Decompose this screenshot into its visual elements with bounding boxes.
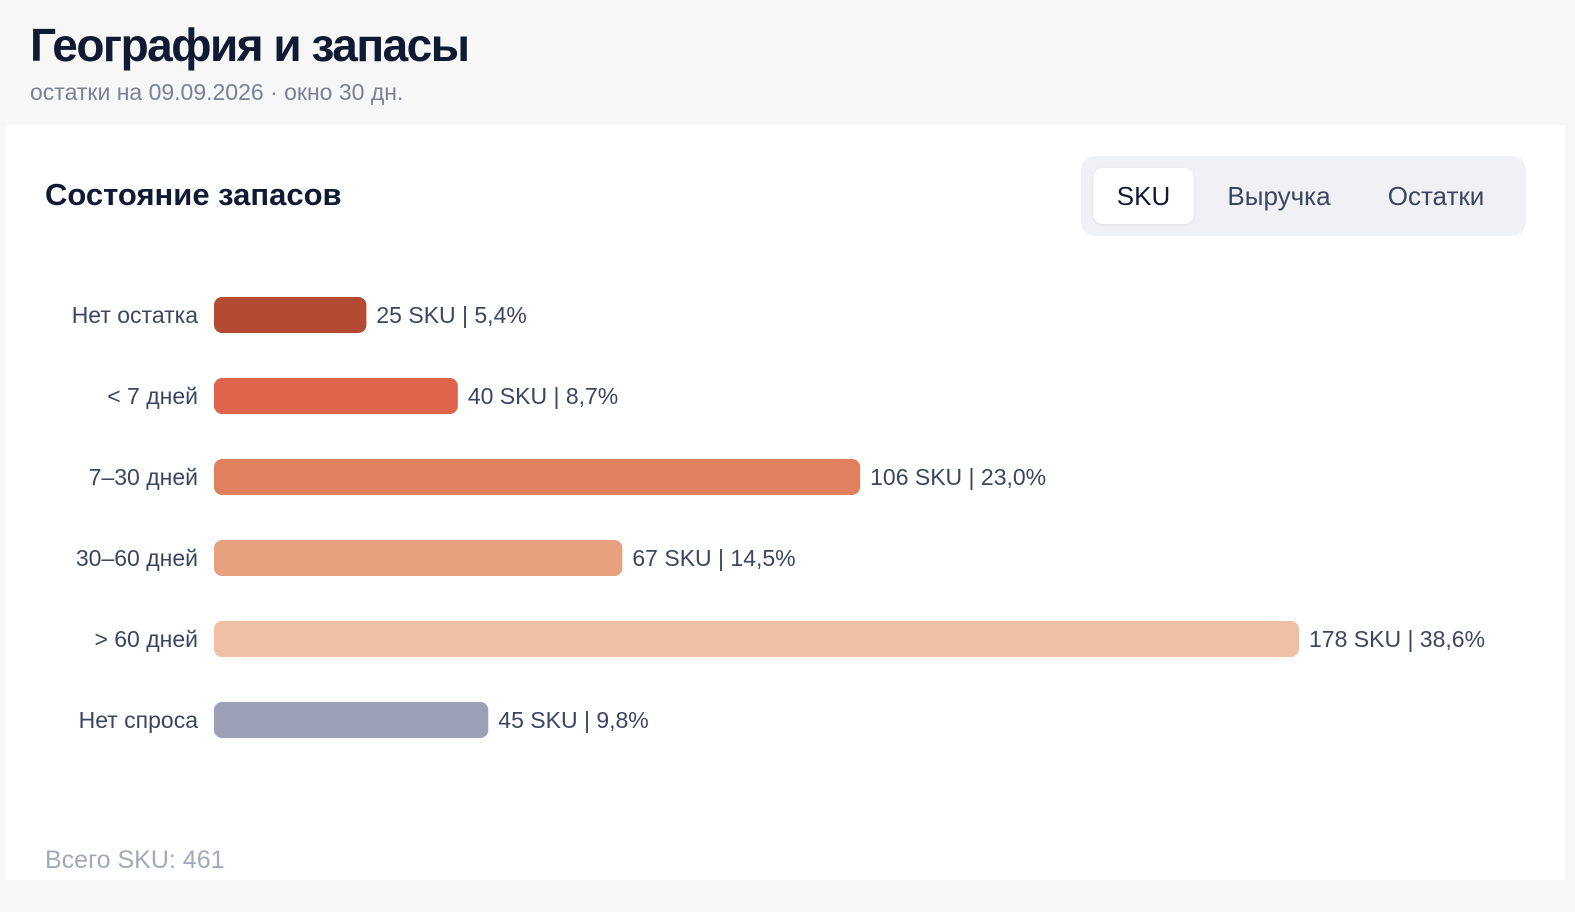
stock-status-chart: Нет остатка 25 SKU | 5,4% < 7 дней 40 SKU |… [72,297,1485,738]
page-header: География и запасы остатки на 09.09.2026… [30,14,470,107]
category-label: Нет спроса [79,707,199,733]
bar[interactable] [214,540,623,576]
bar-value-label: 45 SKU | 9,8% [498,707,648,733]
stock-status-card: Состояние запасов SKU Выручка Остатки Не… [5,125,1565,880]
category-label: > 60 дней [94,626,198,652]
bar-value-label: 40 SKU | 8,7% [468,383,618,409]
total-sku-footer: Всего SKU: 461 [45,846,225,874]
page-subtitle: остатки на 09.09.2026 · окно 30 дн. [30,79,404,105]
category-label: 7–30 дней [89,464,198,490]
bar[interactable] [214,459,861,495]
category-label: < 7 дней [107,383,198,409]
bar-value-label: 25 SKU | 5,4% [376,302,526,328]
category-label: Нет остатка [72,302,199,328]
segment-sku[interactable]: SKU [1093,168,1194,224]
bar-value-label: 106 SKU | 23,0% [870,464,1046,490]
segment-stock[interactable]: Остатки [1387,181,1485,211]
category-label: 30–60 дней [76,545,198,571]
bar-value-label: 67 SKU | 14,5% [632,545,795,571]
bar-value-label: 178 SKU | 38,6% [1309,626,1485,652]
bar[interactable] [214,702,489,738]
page-title: География и запасы [30,19,470,71]
bar[interactable] [214,378,458,414]
metric-switcher: SKU Выручка Остатки [1081,156,1526,236]
card-title: Состояние запасов [45,177,342,212]
segment-revenue[interactable]: Выручка [1227,181,1331,211]
bar[interactable] [214,621,1299,657]
bar[interactable] [214,297,367,333]
